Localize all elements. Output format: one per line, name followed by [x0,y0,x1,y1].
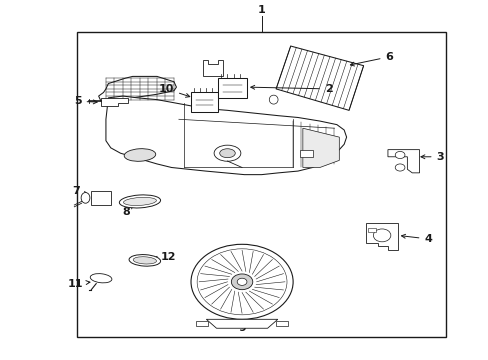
Circle shape [231,274,252,290]
Circle shape [191,244,292,319]
Text: 3: 3 [420,152,443,162]
Ellipse shape [214,145,241,161]
Polygon shape [217,78,246,98]
Text: 8: 8 [122,205,133,217]
Ellipse shape [119,195,160,208]
Bar [77,32,446,337]
Text: 10: 10 [158,84,189,97]
Polygon shape [101,98,127,106]
Circle shape [394,164,404,171]
Polygon shape [366,223,397,249]
Bar [276,321,287,326]
Text: 12: 12 [153,252,176,262]
Polygon shape [106,96,346,175]
Polygon shape [387,150,419,173]
Ellipse shape [81,193,90,203]
Bar [368,228,375,232]
Circle shape [237,278,246,285]
Text: 7: 7 [72,186,87,196]
Polygon shape [206,319,277,328]
Polygon shape [276,46,363,111]
Text: 6: 6 [350,52,392,66]
Polygon shape [203,60,222,76]
Text: 4: 4 [401,234,431,244]
Text: 2: 2 [250,84,332,94]
Polygon shape [191,93,217,112]
Text: 5: 5 [74,96,97,107]
Bar [300,150,312,157]
Bar [196,321,208,326]
Ellipse shape [124,149,155,161]
Polygon shape [302,128,339,167]
Ellipse shape [133,257,156,264]
Circle shape [394,152,404,158]
Ellipse shape [129,255,160,266]
Polygon shape [99,76,176,105]
Text: 11: 11 [67,279,90,289]
Ellipse shape [269,95,278,104]
Text: 1: 1 [257,5,265,15]
Ellipse shape [219,149,235,158]
Ellipse shape [123,197,156,206]
Circle shape [372,229,390,242]
Text: 9: 9 [237,318,245,333]
Ellipse shape [90,274,112,283]
Polygon shape [91,191,111,205]
